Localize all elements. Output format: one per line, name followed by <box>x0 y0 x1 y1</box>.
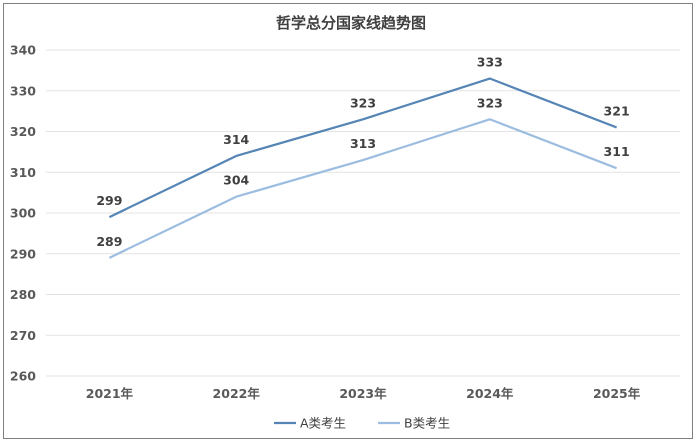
y-tick-label: 320 <box>10 124 36 139</box>
x-axis-ticks: 2021年 2022年 2023年 2024年 2025年 <box>86 386 641 401</box>
x-tick-label: 2022年 <box>213 386 261 401</box>
data-label: 304 <box>223 173 249 188</box>
y-tick-label: 280 <box>10 287 36 302</box>
data-label: 299 <box>96 193 122 208</box>
series-lines <box>108 77 617 259</box>
data-label: 313 <box>350 136 376 151</box>
data-label: 333 <box>477 55 503 70</box>
y-tick-label: 330 <box>10 83 36 98</box>
legend: A类考生 B类考生 <box>274 416 450 431</box>
series-line-1 <box>108 77 617 219</box>
y-tick-label: 310 <box>10 165 36 180</box>
y-tick-label: 270 <box>10 328 36 343</box>
y-axis-ticks: 260 270 280 290 300 310 320 330 340 <box>10 43 36 384</box>
legend-label: B类考生 <box>404 416 450 431</box>
data-label: 323 <box>477 95 503 110</box>
y-tick-label: 300 <box>10 206 36 221</box>
data-label: 311 <box>604 144 630 159</box>
y-tick-label: 260 <box>10 369 36 384</box>
legend-label: A类考生 <box>300 416 346 431</box>
series-line-2 <box>108 118 617 259</box>
x-tick-label: 2025年 <box>593 386 641 401</box>
data-label: 323 <box>350 95 376 110</box>
x-tick-label: 2024年 <box>466 386 514 401</box>
gridlines <box>46 49 680 377</box>
chart-frame <box>3 3 693 439</box>
data-label: 321 <box>604 103 630 118</box>
y-tick-label: 340 <box>10 43 36 58</box>
x-tick-label: 2021年 <box>86 386 134 401</box>
data-labels: 299 314 323 333 321 289 304 313 323 311 <box>96 55 629 249</box>
chart-title: 哲学总分国家线趋势图 <box>276 14 426 32</box>
x-tick-label: 2023年 <box>339 386 387 401</box>
y-tick-label: 290 <box>10 246 36 261</box>
data-label: 289 <box>96 234 122 249</box>
data-label: 314 <box>223 132 249 147</box>
